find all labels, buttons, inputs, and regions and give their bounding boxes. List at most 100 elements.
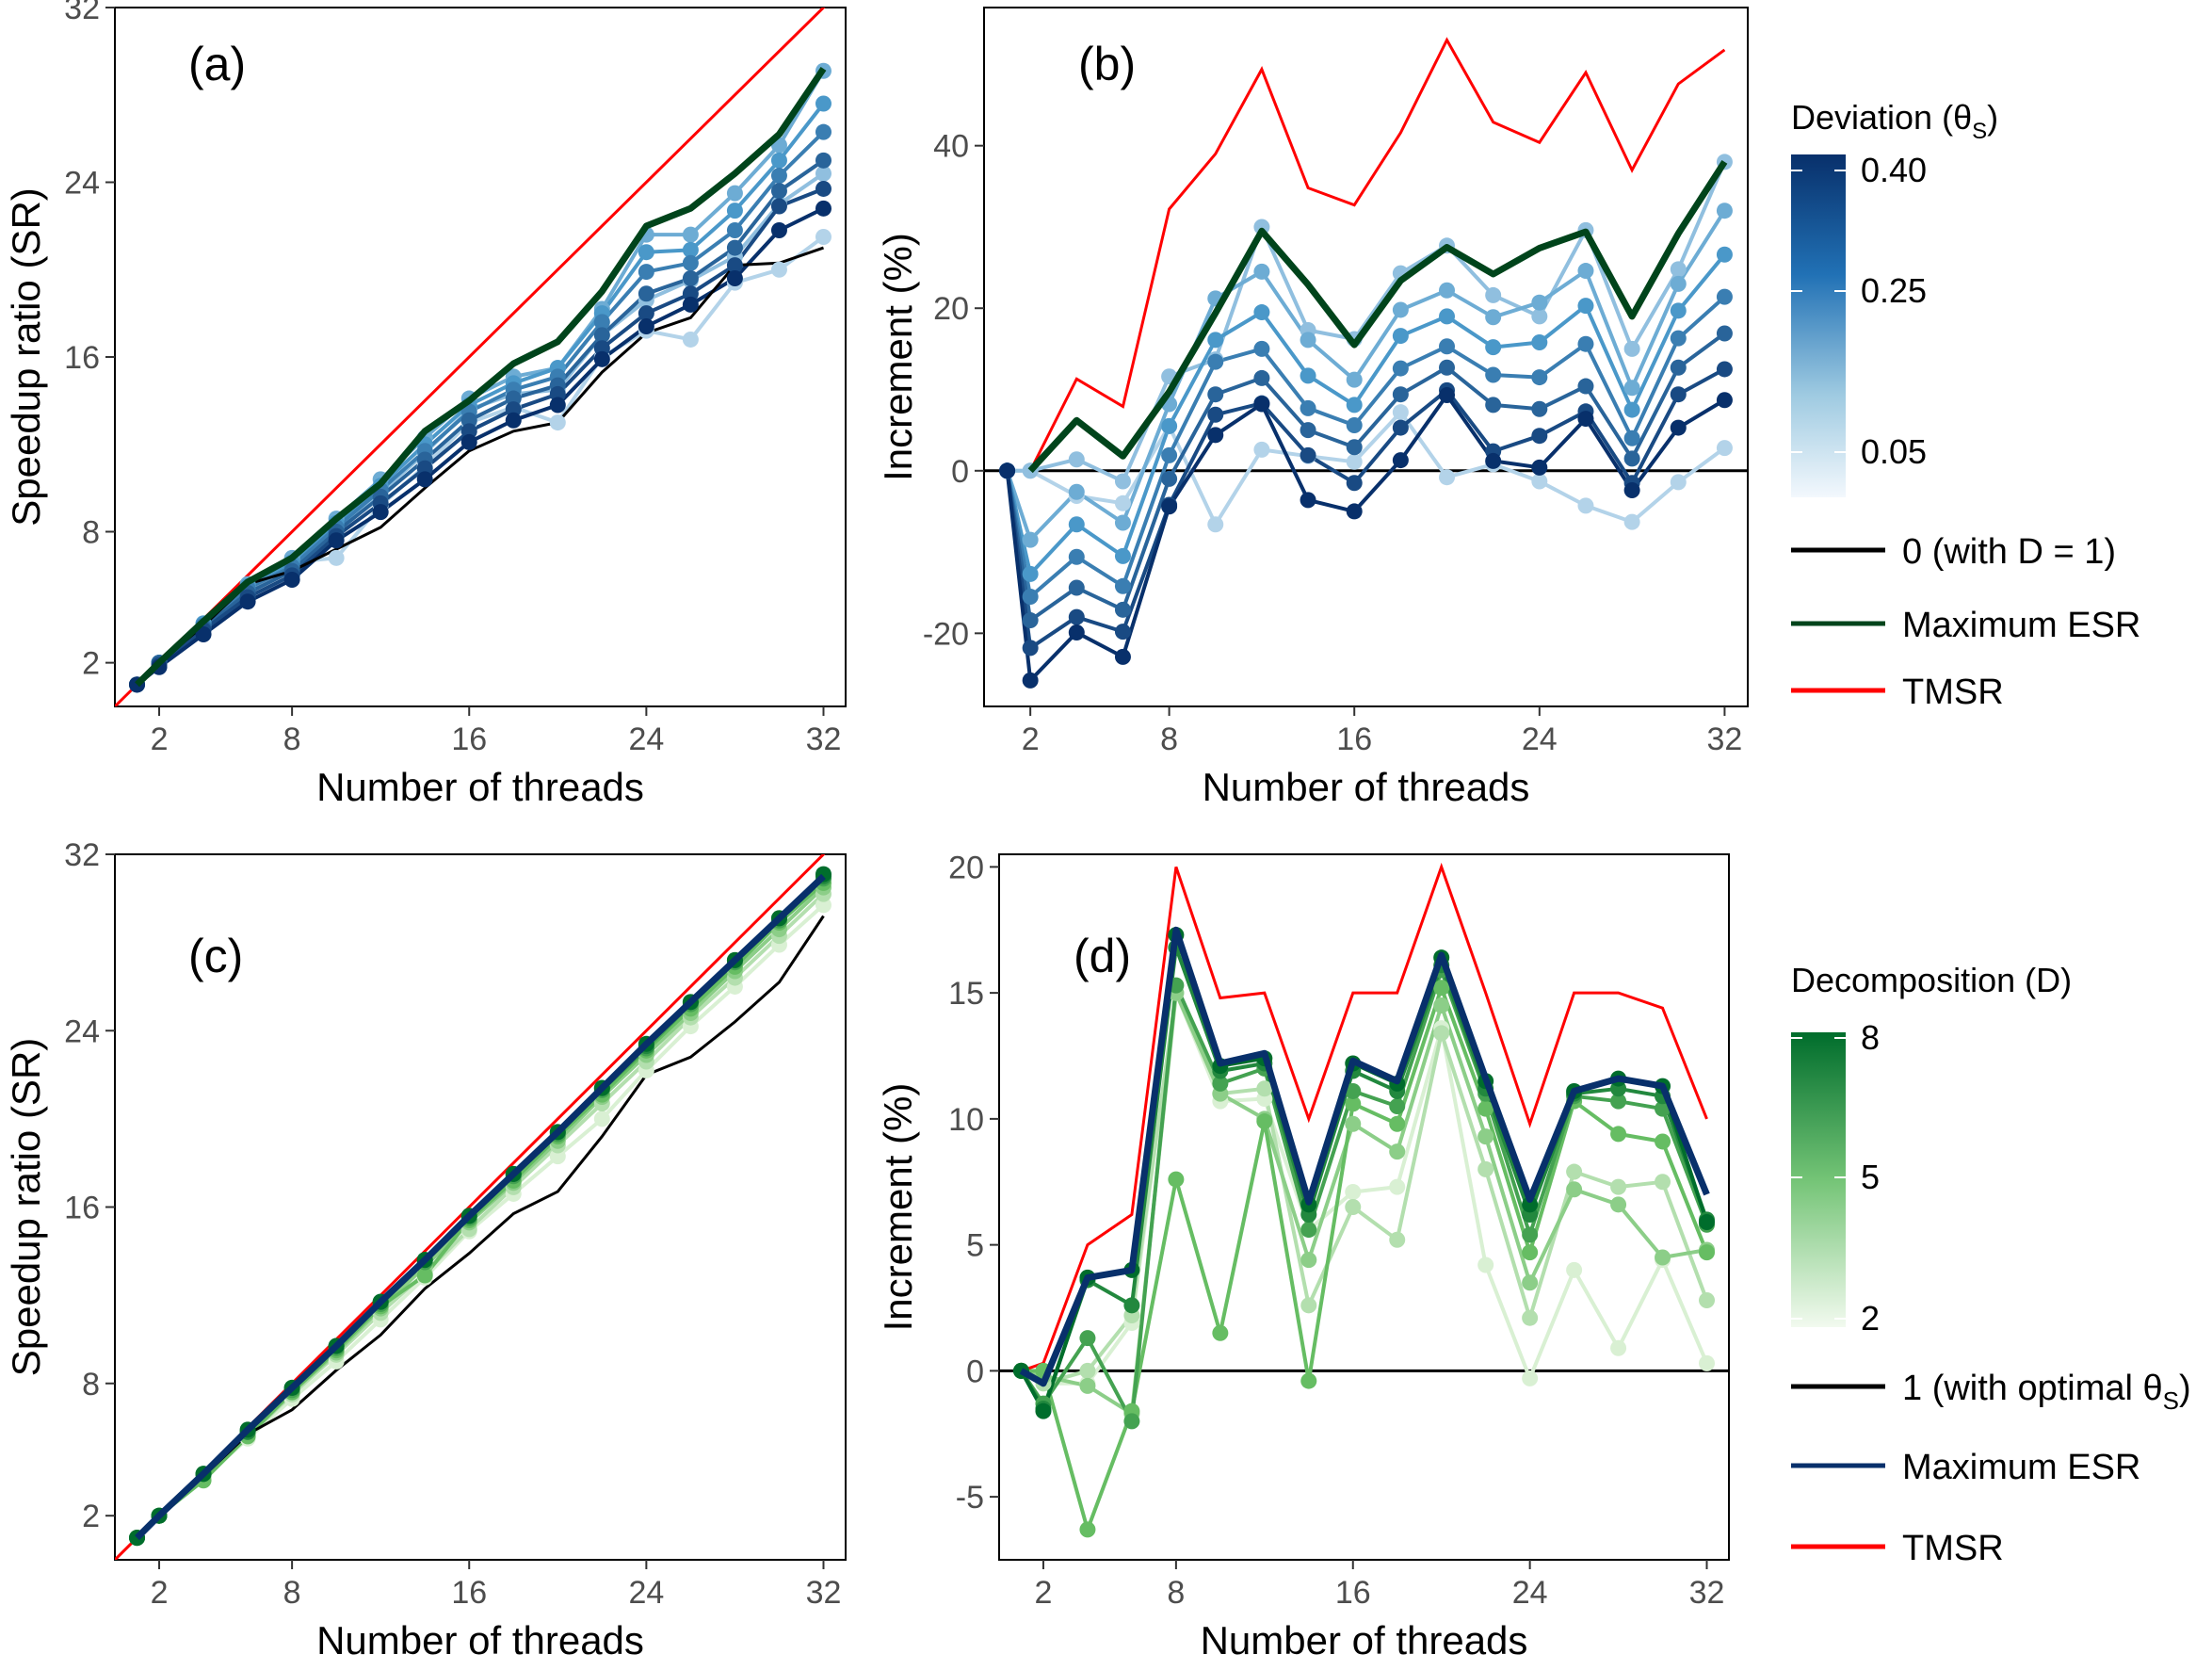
data-point — [1522, 1370, 1539, 1386]
data-point — [1439, 469, 1456, 486]
data-point — [1079, 1521, 1096, 1538]
data-point — [770, 222, 787, 239]
data-point — [1577, 335, 1594, 352]
legend-label-max-esr: Maximum ESR — [1902, 1448, 2140, 1487]
y-tick-label: 5 — [966, 1228, 984, 1264]
data-point — [1439, 359, 1456, 376]
data-point — [1300, 446, 1316, 463]
data-point — [195, 625, 212, 642]
data-point — [1699, 1214, 1716, 1231]
y-axis-title: Speedup ratio (SR) — [4, 187, 48, 527]
data-point — [1485, 452, 1502, 469]
data-point — [1068, 608, 1085, 625]
plot-frame — [983, 7, 1749, 707]
data-point — [638, 305, 654, 322]
x-tick-label: 2 — [151, 1575, 169, 1611]
legend-deviation: Deviation (θS) 0.40 0.25 0.05 0 (with D … — [1791, 98, 2140, 712]
data-point — [1114, 547, 1131, 564]
data-point — [328, 532, 345, 549]
data-point — [1670, 419, 1687, 436]
data-point — [1566, 1163, 1583, 1180]
data-point — [460, 433, 477, 450]
data-point — [1253, 304, 1270, 321]
x-tick-label: 24 — [628, 1575, 664, 1611]
data-point — [1531, 473, 1548, 490]
data-point — [1699, 1244, 1716, 1261]
data-point — [1068, 516, 1085, 533]
data-point — [1531, 294, 1548, 311]
x-tick-label: 24 — [1522, 722, 1558, 757]
y-tick-label: 15 — [948, 976, 984, 1012]
data-point — [1389, 1178, 1406, 1195]
data-point — [1433, 1025, 1450, 1042]
plot-area — [984, 37, 1748, 689]
colorbar-ticks-decomposition — [1791, 1037, 1846, 1320]
data-point — [1300, 1372, 1317, 1389]
data-point — [1623, 401, 1640, 418]
data-point — [1522, 1196, 1539, 1213]
colorbar-tick-label: 0.40 — [1861, 151, 1927, 189]
data-point — [1345, 1115, 1362, 1132]
data-point — [328, 549, 345, 566]
data-point — [1623, 340, 1640, 357]
data-point — [1300, 492, 1316, 509]
data-point — [682, 296, 699, 313]
data-point — [638, 285, 654, 302]
data-point — [1212, 1324, 1229, 1341]
data-point — [1114, 577, 1131, 594]
x-tick-label: 16 — [451, 1575, 487, 1611]
data-point — [1114, 473, 1131, 490]
data-point — [1161, 470, 1178, 487]
y-tick-label: 24 — [64, 1013, 100, 1049]
data-point — [1389, 1115, 1406, 1132]
data-point — [682, 270, 699, 287]
data-point — [1439, 308, 1456, 325]
data-point — [1123, 1297, 1140, 1314]
tmsr-line — [1021, 862, 1708, 1372]
data-point — [1022, 640, 1039, 657]
y-tick-label: 24 — [64, 166, 100, 202]
data-point — [638, 244, 654, 261]
data-point — [1346, 453, 1363, 470]
data-point — [1670, 386, 1687, 403]
data-point — [1670, 302, 1687, 319]
data-point — [1346, 416, 1363, 433]
data-point — [1022, 565, 1039, 582]
data-point — [1389, 1143, 1406, 1160]
data-point — [549, 397, 566, 413]
data-point — [1345, 1082, 1362, 1099]
data-point — [1670, 261, 1687, 278]
max-esr-line — [1019, 926, 1710, 1387]
data-point — [1392, 404, 1409, 421]
data-point — [770, 168, 787, 185]
data-point — [372, 504, 389, 521]
x-axis-title: Number of threads — [316, 765, 644, 809]
data-point — [1670, 275, 1687, 292]
colorbar-tick-label: 8 — [1861, 1018, 1880, 1057]
data-point — [1485, 286, 1502, 303]
data-point — [638, 318, 654, 335]
colorbar-decomposition — [1791, 1032, 1846, 1327]
data-point — [1392, 386, 1409, 403]
data-point — [815, 180, 832, 197]
panel-tag: (b) — [1078, 38, 1136, 90]
legend-label-tmsr: TMSR — [1902, 1529, 2004, 1568]
legend-title-deviation: Deviation (θS) — [1791, 98, 1998, 144]
data-point — [815, 897, 832, 914]
data-point — [1716, 392, 1733, 409]
data-point — [1433, 997, 1450, 1013]
data-point — [1253, 263, 1270, 280]
max-esr-line — [1027, 160, 1728, 474]
data-point — [1392, 452, 1409, 469]
data-point — [1531, 308, 1548, 325]
data-point — [1161, 446, 1178, 463]
data-point — [1610, 1196, 1627, 1213]
data-point — [815, 228, 832, 245]
data-point — [1207, 406, 1224, 423]
y-tick-label: 0 — [951, 454, 969, 490]
data-point — [1566, 1181, 1583, 1198]
data-point — [815, 152, 832, 169]
data-point — [1522, 1244, 1539, 1261]
y-tick-label: 0 — [966, 1354, 984, 1389]
